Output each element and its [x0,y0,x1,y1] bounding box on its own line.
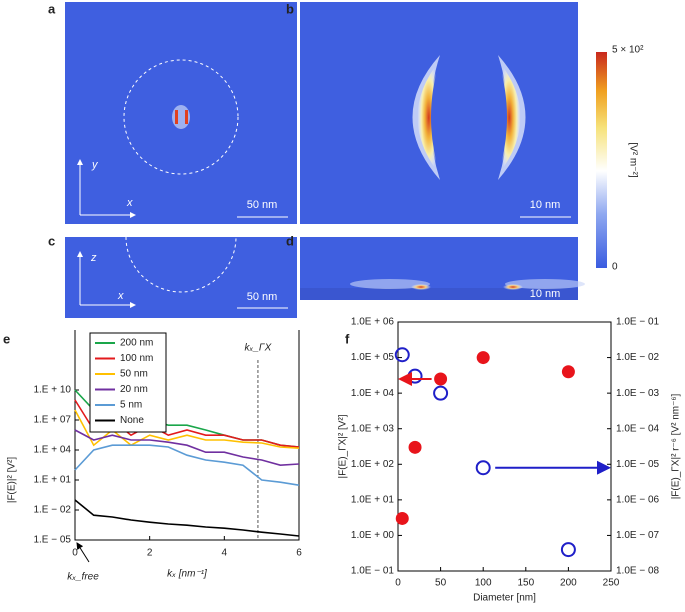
x-tick-label: 2 [147,548,153,559]
colorbar-max: 5 × 10² [612,45,644,56]
x-tick-label: 0 [72,548,78,559]
y2-tick-label: 1.0E − 07 [616,530,660,541]
y2-tick-label: 1.0E − 08 [616,566,660,577]
field-map-c [65,237,297,318]
filled-marker [434,372,448,386]
legend-label: 20 nm [120,384,148,395]
open-marker [560,542,576,558]
field-band [350,279,430,289]
series-line [74,444,300,486]
panel-label: a [48,1,56,16]
series-line [74,429,300,467]
axis-frame [397,321,612,572]
colorbar-min: 0 [612,262,618,273]
y-tick-label: 1.E + 07 [33,415,71,426]
annotation: kₓ_free [67,572,99,583]
y-tick-label: 1.E + 04 [33,445,71,456]
series-line [74,499,300,537]
axis-frame [74,330,300,541]
x-tick-label: 50 [435,578,447,589]
field-band [505,279,585,289]
x-tick-label: 250 [603,578,620,589]
particle-outline [123,59,239,175]
axis-label: x [117,290,124,302]
y-tick-label: 1.0E + 02 [351,459,395,470]
panel-label: e [3,331,10,346]
y-tick-label: 1.0E + 04 [351,388,395,399]
y-tick-label: 1.E − 05 [33,535,71,546]
axis-label: x [126,197,133,209]
hotspot [175,110,178,124]
y-tick-label: 1.0E − 01 [351,566,395,577]
axis-label: z [90,252,97,264]
panel-label: c [48,233,55,248]
y-tick-label: 1.0E + 03 [351,423,395,434]
x-axis-label: Diameter [nm] [473,593,536,604]
y-tick-label: 1.0E + 05 [351,352,395,363]
x-tick-label: 0 [395,578,401,589]
y-axis-label: |F(E)|² [V²] [7,457,18,504]
y-tick-label: 1.E − 02 [33,505,71,516]
x-tick-label: 150 [517,578,534,589]
filled-marker [408,440,422,454]
legend-label: 100 nm [120,353,153,364]
y-axis-label: |F(E)_ΓX|² [V²] [338,414,349,478]
colorbar-label: [V² m⁻²] [627,142,638,177]
axis-label: y [91,159,99,171]
y2-tick-label: 1.0E − 02 [616,352,660,363]
y2-tick-label: 1.0E − 04 [616,423,660,434]
colorbar [596,52,607,268]
open-marker [394,347,410,363]
open-marker [407,368,423,384]
hotspot [185,110,188,124]
panel-label: b [286,1,294,16]
y-tick-label: 1.E + 01 [33,475,71,486]
open-marker [475,460,491,476]
y-tick-label: 1.0E + 00 [351,530,395,541]
field-lobe [417,60,440,175]
field-map-b [300,2,578,224]
x-tick-label: 4 [222,548,228,559]
x-tick-label: 6 [296,548,302,559]
scale-bar-label: 50 nm [247,199,278,211]
y-tick-label: 1.E + 10 [33,385,71,396]
open-marker [433,385,449,401]
y2-tick-label: 1.0E − 03 [616,388,660,399]
x-tick-label: 100 [475,578,492,589]
panel-label: f [345,331,350,346]
filled-marker [395,511,409,525]
filled-marker [476,351,490,365]
y2-axis-label: |F(E)_ΓX|² r⁻⁶ [V² nm⁻⁶] [671,393,682,499]
filled-marker [561,365,575,379]
y-tick-label: 1.0E + 01 [351,494,395,505]
y2-tick-label: 1.0E − 01 [616,317,660,328]
field-lobe [498,60,521,175]
x-tick-label: 200 [560,578,577,589]
y2-tick-label: 1.0E − 05 [616,459,660,470]
legend-box [89,332,167,433]
scale-bar-label: 10 nm [530,288,561,300]
panel-label: d [286,233,294,248]
substrate [300,288,578,300]
legend-label: 200 nm [120,338,153,349]
x-axis-label: kₓ [nm⁻¹] [167,569,207,580]
legend-label: 5 nm [120,400,142,411]
annotation-arrow [76,542,90,563]
scale-bar-label: 10 nm [530,199,561,211]
hotspot [503,284,523,290]
legend-label: 50 nm [120,369,148,380]
y-tick-label: 1.0E + 06 [351,317,395,328]
hotspot [411,284,431,290]
particle-outline [125,236,237,293]
scale-bar-label: 50 nm [247,291,278,303]
y2-tick-label: 1.0E − 06 [616,494,660,505]
reference-label: kₓ_ΓX [245,343,272,354]
legend-label: None [120,415,144,426]
